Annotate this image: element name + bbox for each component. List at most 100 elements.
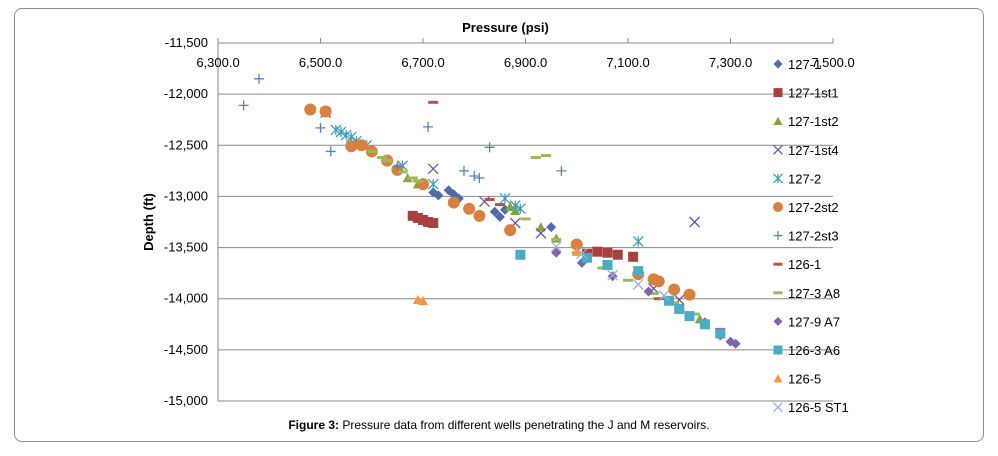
- legend-label: 127-2st2: [788, 200, 839, 215]
- data-point: [423, 217, 434, 227]
- data-point: [632, 278, 644, 290]
- data-point: [664, 295, 674, 306]
- data-point: [428, 218, 439, 229]
- data-point: [684, 311, 695, 322]
- legend-label: 127-1st2: [788, 114, 839, 129]
- figure-caption: Figure 3: Pressure data from different w…: [0, 418, 998, 432]
- data-point: [402, 173, 413, 183]
- data-point: [669, 301, 680, 305]
- legend-entry: 127-1st1: [773, 86, 839, 101]
- data-point: [382, 159, 393, 163]
- data-point: [773, 144, 783, 155]
- data-point: [377, 156, 387, 160]
- data-point: [412, 212, 423, 223]
- data-point: [484, 142, 495, 153]
- series-127-9-a7: [551, 247, 741, 349]
- data-point: [238, 100, 249, 111]
- data-point: [773, 402, 783, 413]
- legend-entry: 126-1: [773, 257, 821, 272]
- data-point: [447, 196, 460, 209]
- data-point: [773, 88, 783, 98]
- data-point: [773, 316, 783, 326]
- data-point: [546, 222, 557, 233]
- legend-entry: 127-1st2: [773, 114, 839, 129]
- legend-entry: 127-2st2: [773, 200, 839, 215]
- legend-entry: 127-3 A8: [773, 286, 840, 301]
- y-tick-label: -13,500: [164, 240, 208, 255]
- data-point: [683, 288, 696, 301]
- data-point: [366, 149, 377, 153]
- data-point: [643, 286, 654, 297]
- data-point: [773, 291, 783, 295]
- data-point: [494, 211, 505, 222]
- legend-entry: 127-1: [773, 57, 821, 72]
- data-point: [494, 203, 505, 207]
- data-point: [514, 203, 526, 215]
- x-tick-label: 6,500.0: [299, 55, 342, 70]
- data-point: [473, 209, 486, 222]
- data-point: [773, 262, 783, 266]
- x-axis-title: Pressure (psi): [462, 20, 549, 35]
- x-tick-label: 7,500.0: [811, 55, 854, 70]
- legend-label: 127-1st4: [788, 143, 839, 158]
- data-point: [463, 202, 476, 215]
- y-tick-label: -11,500: [165, 35, 208, 50]
- legend-label: 127-2: [788, 171, 821, 186]
- data-point: [474, 173, 485, 184]
- legend-label: 127-1: [788, 57, 821, 72]
- data-point: [499, 193, 511, 204]
- series-126-5-st1: [550, 241, 670, 302]
- y-tick-label: -13,000: [164, 188, 208, 203]
- data-point: [407, 176, 418, 180]
- data-point: [407, 210, 418, 221]
- data-point: [607, 271, 618, 282]
- data-point: [773, 374, 783, 383]
- data-point: [427, 178, 439, 190]
- data-point: [652, 275, 665, 288]
- chart-frame: [14, 8, 984, 442]
- data-point: [319, 105, 332, 118]
- legend-entry: 127-1st4: [773, 143, 839, 158]
- data-point: [535, 227, 547, 239]
- data-point: [427, 163, 439, 175]
- data-point: [612, 249, 623, 260]
- data-point: [418, 214, 428, 225]
- data-point: [773, 231, 783, 241]
- data-point: [582, 252, 592, 263]
- series-127-2: [330, 124, 644, 247]
- series-126-3-a6: [515, 249, 726, 339]
- series-127-1: [428, 185, 557, 233]
- data-point: [345, 140, 358, 153]
- data-point: [504, 224, 517, 237]
- data-point: [571, 246, 582, 256]
- data-point: [628, 251, 639, 262]
- data-point: [550, 241, 562, 253]
- y-tick-label: -15,000: [164, 393, 208, 408]
- legend-entry: 126-5 ST1: [773, 400, 849, 415]
- data-point: [658, 290, 670, 302]
- data-point: [773, 345, 783, 355]
- data-point: [773, 116, 783, 126]
- data-point: [653, 297, 664, 301]
- data-point: [674, 303, 685, 314]
- data-point: [392, 161, 403, 172]
- data-point: [648, 292, 659, 296]
- y-tick-label: -12,000: [164, 86, 208, 101]
- data-point: [623, 278, 633, 282]
- data-point: [520, 217, 531, 221]
- data-point: [699, 319, 710, 330]
- data-point: [715, 328, 726, 339]
- x-tick-label: 6,900.0: [504, 55, 547, 70]
- data-point: [509, 200, 521, 212]
- data-point: [489, 206, 500, 217]
- legend-entry: 127-2: [773, 171, 821, 186]
- y-tick-label: -14,000: [164, 291, 208, 306]
- y-tick-label: -12,500: [164, 137, 208, 152]
- x-tick-label: 6,300.0: [196, 55, 239, 70]
- x-tick-label: 7,100.0: [606, 55, 649, 70]
- data-point: [689, 312, 700, 316]
- data-point: [515, 249, 526, 260]
- caption-text: Pressure data from different wells penet…: [342, 418, 710, 432]
- legend-label: 127-1st1: [788, 86, 839, 101]
